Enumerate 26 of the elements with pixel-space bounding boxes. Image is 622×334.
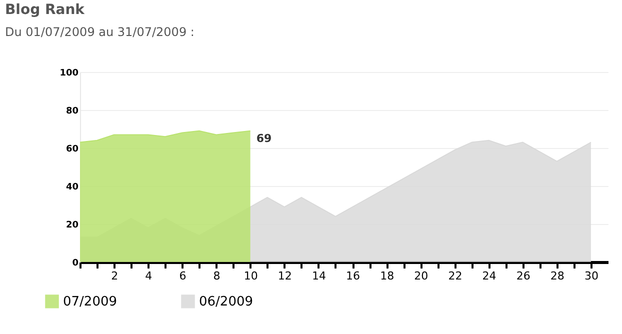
x-tick-label: 20	[414, 270, 428, 282]
x-tick-label: 16	[346, 270, 360, 282]
y-tick-label: 40	[66, 182, 78, 192]
chart-title: Blog Rank	[5, 2, 86, 18]
x-tick-label: 6	[179, 270, 186, 282]
x-tick-label: 30	[584, 270, 598, 282]
y-tick-label: 60	[66, 144, 78, 154]
x-tick-label: 22	[448, 270, 462, 282]
y-tick-label: 80	[66, 106, 78, 116]
x-tick-label: 12	[278, 270, 292, 282]
legend-label: 07/2009	[63, 294, 118, 310]
y-tick-label: 100	[60, 68, 78, 78]
x-tick-label: 8	[213, 270, 220, 282]
x-tick-label: 26	[516, 270, 530, 282]
x-tick-label: 2	[111, 270, 118, 282]
data-label: 69	[256, 132, 272, 145]
x-tick-label: 10	[244, 270, 258, 282]
y-tick-label: 0	[72, 258, 78, 268]
x-tick-label: 24	[482, 270, 496, 282]
chart-subtitle: Du 01/07/2009 au 31/07/2009 :	[5, 25, 194, 39]
y-tick-label: 20	[66, 220, 78, 230]
x-tick-label: 4	[145, 270, 152, 282]
legend-label: 06/2009	[199, 294, 254, 310]
x-tick-label: 28	[550, 270, 564, 282]
x-tick-label: 14	[312, 270, 326, 282]
x-tick-label: 18	[380, 270, 394, 282]
